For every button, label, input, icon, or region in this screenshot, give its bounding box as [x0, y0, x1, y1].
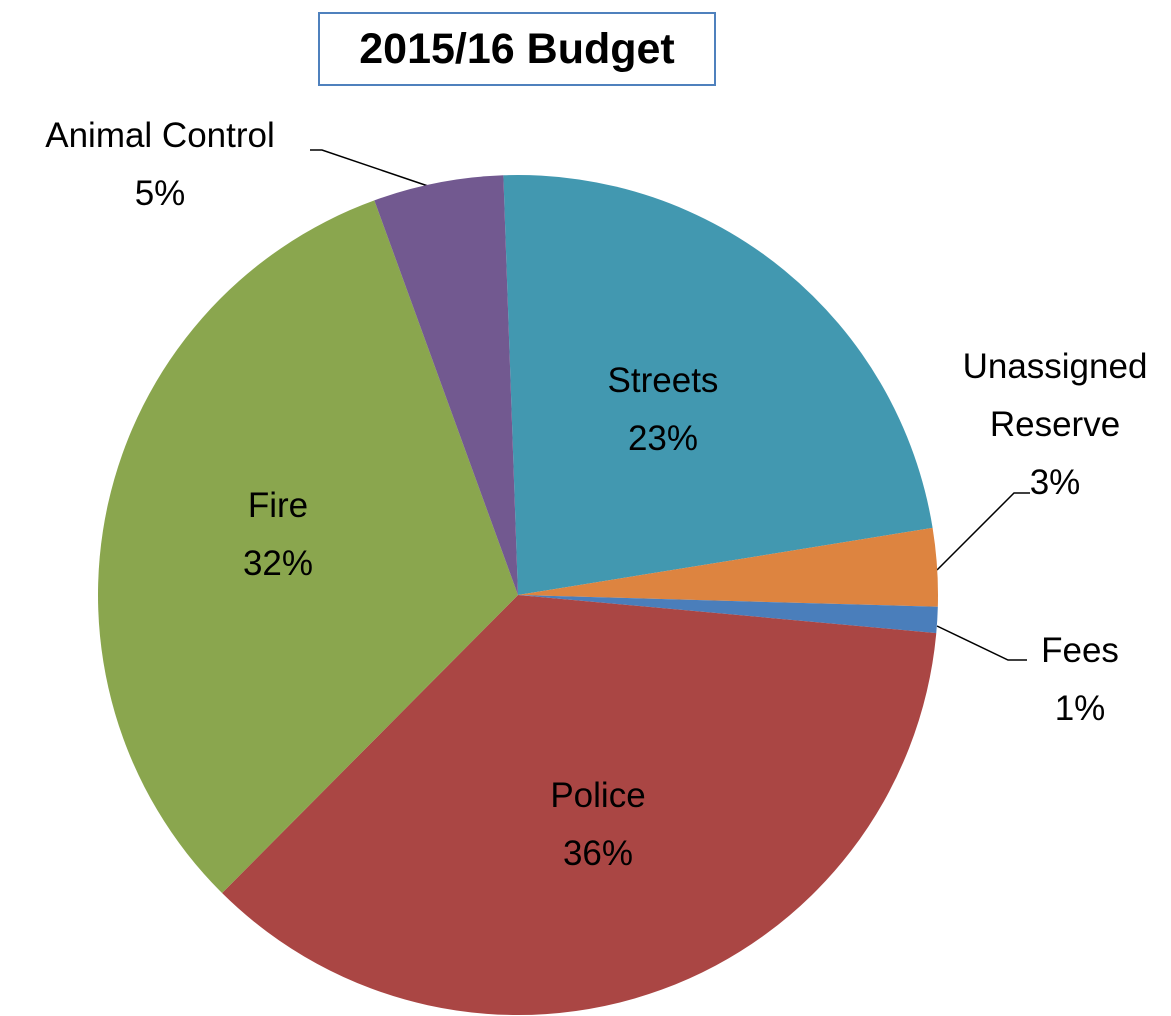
value-label: 3%	[1029, 463, 1081, 502]
value-label: 36%	[562, 834, 634, 873]
pie-slice	[374, 175, 518, 595]
leader-line	[936, 492, 1030, 571]
slice-label: Fees 1%	[1041, 622, 1119, 738]
leader-line	[310, 149, 429, 187]
category-label: Fees	[1041, 631, 1119, 670]
pie-slice	[97, 200, 518, 894]
category-label: Animal Control	[45, 116, 275, 155]
pie-slice	[503, 175, 933, 595]
slice-label: Police 36%	[550, 767, 645, 883]
pie-slice	[518, 527, 939, 607]
pie-slice	[222, 595, 937, 1015]
category-label: Streets	[607, 361, 719, 400]
value-label: 23%	[627, 419, 699, 458]
value-label: 32%	[242, 544, 314, 583]
category-label: Unassigned Reserve	[962, 347, 1148, 444]
slice-label: Fire 32%	[243, 477, 313, 593]
value-label: 5%	[134, 174, 186, 213]
value-label: 1%	[1054, 689, 1106, 728]
slice-label: Animal Control 5%	[45, 107, 275, 223]
slice-label: Unassigned Reserve 3%	[940, 338, 1170, 512]
pie-slice	[518, 595, 938, 634]
leader-line	[936, 625, 1027, 661]
category-label: Police	[550, 776, 646, 815]
category-label: Fire	[247, 486, 309, 525]
slice-label: Streets 23%	[608, 352, 719, 468]
chart-title: 2015/16 Budget	[318, 12, 716, 86]
